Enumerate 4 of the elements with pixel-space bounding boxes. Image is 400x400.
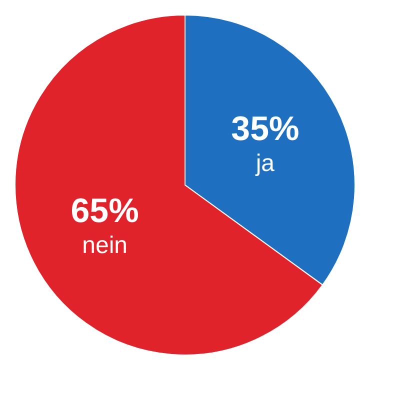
data-label: 65% [70, 192, 139, 230]
slice-label: nein [82, 232, 128, 259]
data-label: 35% [231, 110, 300, 148]
slice-label: ja [254, 150, 276, 178]
